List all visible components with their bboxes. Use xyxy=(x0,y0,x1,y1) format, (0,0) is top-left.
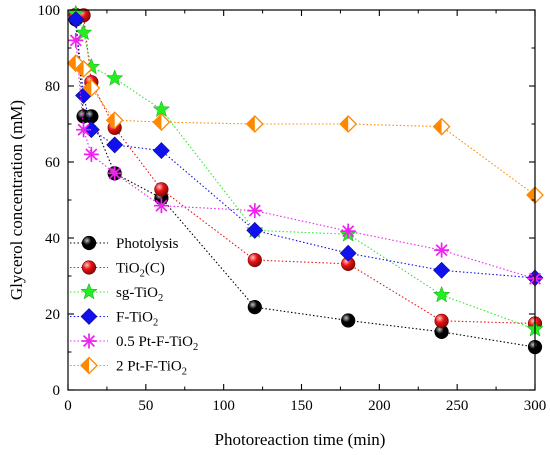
y-axis-label: Glycerol concentration (mM) xyxy=(7,100,26,300)
legend-item-0: Photolysis xyxy=(70,235,179,252)
data-point-2-7 xyxy=(432,285,451,303)
data-point-3-3 xyxy=(106,136,124,154)
legend-marker-3 xyxy=(80,308,98,325)
data-point-4-2 xyxy=(83,146,99,162)
y-tick-label-3: 60 xyxy=(45,155,60,171)
legend-item-4: 0.5 Pt-F-TiO2 xyxy=(70,333,198,353)
y-tick-label-2: 40 xyxy=(45,231,60,247)
data-point-2-4 xyxy=(152,100,171,118)
data-point-5-2 xyxy=(82,78,101,97)
data-point-4-1 xyxy=(76,122,92,138)
y-tick-label-0: 0 xyxy=(53,383,61,399)
data-point-3-5 xyxy=(246,221,264,239)
data-point-3-6 xyxy=(339,244,357,262)
legend-marker-2 xyxy=(80,282,98,300)
data-point-3-7 xyxy=(433,261,451,279)
data-point-4-3 xyxy=(107,165,123,181)
legend-item-5: 2 Pt-F-TiO2 xyxy=(70,356,187,378)
data-point-2-3 xyxy=(105,69,124,86)
data-point-5-5 xyxy=(245,115,264,133)
data-point-1-7 xyxy=(434,313,449,328)
data-point-1-4 xyxy=(154,182,169,197)
data-point-5-4 xyxy=(152,113,171,132)
data-point-5-7 xyxy=(432,117,451,136)
data-point-0-6 xyxy=(341,313,356,328)
data-point-0-2 xyxy=(84,109,99,124)
x-tick-label-1: 50 xyxy=(138,398,153,414)
data-point-5-1 xyxy=(74,59,93,78)
data-point-3-4 xyxy=(152,142,170,160)
data-point-4-6 xyxy=(340,223,356,239)
legend-label-3: F-TiO2 xyxy=(116,310,158,329)
data-point-3-0 xyxy=(67,11,85,28)
data-point-5-3 xyxy=(105,111,124,130)
x-tick-label-2: 100 xyxy=(212,398,235,414)
legend-label-1: TiO2(C) xyxy=(116,261,165,280)
series-layer xyxy=(66,4,544,355)
data-point-4-5 xyxy=(247,203,263,219)
y-tick-label-4: 80 xyxy=(45,79,60,95)
data-point-4-7 xyxy=(434,242,450,258)
legend-label-0: Photolysis xyxy=(116,236,179,252)
x-tick-label-3: 150 xyxy=(290,398,313,414)
x-tick-label-6: 300 xyxy=(524,398,547,414)
legend-marker-5 xyxy=(80,356,98,375)
y-tick-label-1: 20 xyxy=(45,307,60,323)
x-tick-label-5: 250 xyxy=(446,398,469,414)
legend-item-1: TiO2(C) xyxy=(70,260,165,280)
legend-label-2: sg-TiO2 xyxy=(116,285,163,304)
x-axis-label: Photoreaction time (min) xyxy=(215,430,386,449)
data-point-1-5 xyxy=(247,252,262,268)
series-line-5 xyxy=(75,62,536,196)
series-line-2 xyxy=(75,13,536,330)
series-line-4 xyxy=(75,40,536,280)
series-5 xyxy=(66,54,544,204)
axes-layer: 0 50 100 150 200 250 300 0 20 40 60 80 100 xyxy=(38,3,547,414)
legend-marker-0 xyxy=(81,235,97,251)
legend-item-2: sg-TiO2 xyxy=(70,282,163,304)
data-point-2-1 xyxy=(74,23,93,41)
legend-label-4: 0.5 Pt-F-TiO2 xyxy=(116,334,198,353)
legend: Photolysis TiO2(C) sg-TiO2 F-TiO2 0.5 Pt-F-T… xyxy=(70,235,198,378)
data-point-5-6 xyxy=(339,115,358,133)
y-tick-label-5: 100 xyxy=(38,3,61,19)
data-point-0-5 xyxy=(247,300,262,315)
legend-label-5: 2 Pt-F-TiO2 xyxy=(116,359,187,378)
legend-item-3: F-TiO2 xyxy=(70,308,158,329)
series-1 xyxy=(68,7,543,331)
data-point-4-0 xyxy=(68,32,84,48)
x-tick-label-4: 200 xyxy=(368,398,391,414)
data-point-4-4 xyxy=(153,198,169,214)
legend-marker-4 xyxy=(81,333,97,349)
plot-frame xyxy=(67,9,536,391)
x-tick-label-0: 0 xyxy=(64,398,72,414)
series-0 xyxy=(68,12,543,355)
legend-marker-1 xyxy=(81,260,97,275)
